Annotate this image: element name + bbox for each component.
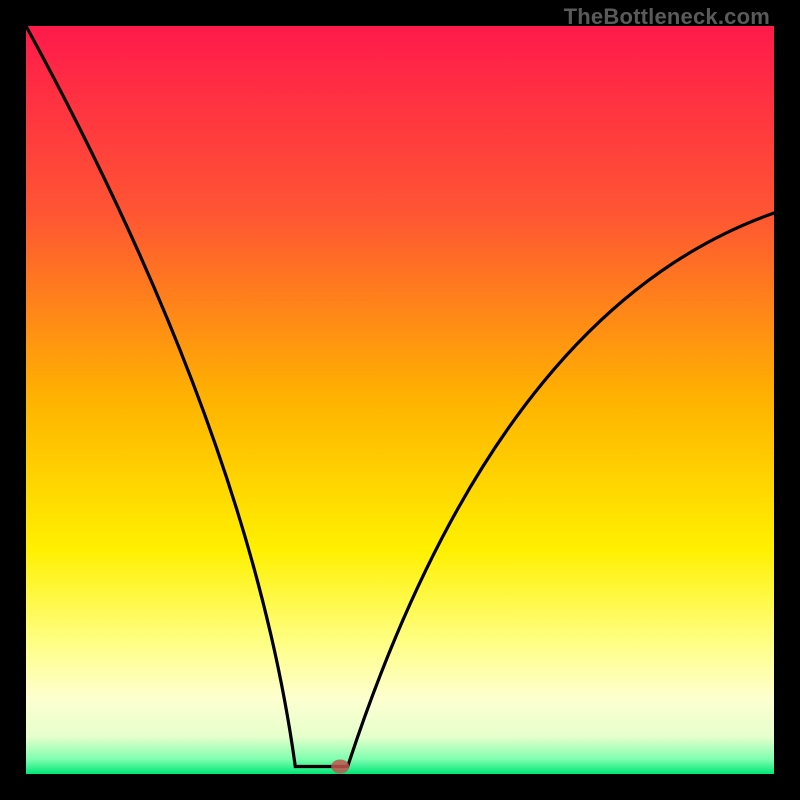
plot-area xyxy=(26,26,774,774)
bottleneck-marker xyxy=(331,760,349,774)
watermark-text: TheBottleneck.com xyxy=(564,4,770,30)
bottleneck-chart xyxy=(0,0,800,800)
chart-container: TheBottleneck.com xyxy=(0,0,800,800)
